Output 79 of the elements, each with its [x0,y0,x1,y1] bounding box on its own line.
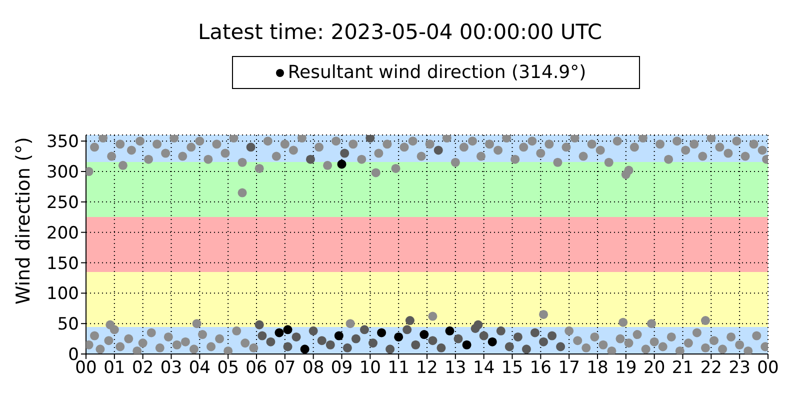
x-tick-label: 01 [104,358,126,378]
y-tick-label: 100 [46,284,79,304]
point [292,332,301,342]
x-tick-label: 13 [444,358,466,378]
x-tick-label: 08 [302,358,324,378]
x-tick-label: 15 [501,358,524,378]
x-tick-label: 05 [217,358,239,378]
point [258,331,267,340]
point [274,328,284,338]
point [411,340,420,350]
x-tick-label: 20 [644,358,666,378]
point [530,328,540,338]
point [342,343,352,352]
y-tick-label: 50 [57,314,79,335]
y-tick-label: 250 [46,192,79,213]
point [436,343,446,352]
y-tick-label: 150 [46,254,79,274]
point [454,334,463,344]
point [360,325,369,334]
point [317,336,326,346]
x-tick-label: 18 [586,358,608,378]
x-tick-label: 06 [246,358,268,378]
x-tick-label: 12 [416,358,438,378]
point [254,320,264,330]
y-tick-label: 200 [46,223,79,244]
x-tick-label: 21 [672,358,694,378]
point [548,331,557,340]
x-tick-label: 14 [473,358,495,378]
x-tick-label: 02 [132,358,154,378]
point [513,332,522,342]
point [420,330,429,340]
point [474,320,483,330]
point [556,342,566,352]
point [462,340,472,350]
x-tick-label: 04 [188,358,210,378]
x-tick-label: 10 [359,358,381,378]
point [368,338,378,348]
x-tick-label: 03 [160,358,182,378]
x-tick-label: 07 [274,358,296,378]
x-tick-label: 09 [330,358,353,378]
x-tick-label: 11 [388,358,410,378]
y-tick-label: 350 [46,132,79,152]
point [394,332,404,342]
point [366,135,375,143]
legend-label: Resultant wind direction (314.9°) [288,62,586,83]
point [538,337,548,346]
x-tick-label: 00 [757,358,779,378]
point [351,334,360,344]
point [266,337,276,346]
point [402,325,412,334]
point [283,342,292,352]
x-tick-label: 22 [700,358,722,378]
point [340,148,350,158]
x-tick-label: 17 [558,358,580,378]
point [428,336,438,346]
y-tick-label: 300 [46,162,79,183]
point [479,331,488,340]
point [377,328,386,338]
point [445,326,454,336]
chart-title: Latest time: 2023-05-04 00:00:00 UTC [196,20,604,44]
point [326,340,335,350]
point [504,342,514,352]
point [386,344,395,354]
point [522,344,531,354]
x-tick-label: 16 [530,358,552,378]
point [283,325,292,334]
point [496,326,506,336]
x-tick-label: 19 [615,358,637,378]
point [434,146,443,155]
y-axis-title: Wind direction (°) [12,137,35,304]
point [246,142,256,152]
point [337,160,346,169]
point [300,344,310,354]
point [308,326,318,336]
point [306,154,316,164]
point [334,331,344,340]
x-tick-label: 23 [728,358,750,378]
point [488,337,497,346]
point [405,316,414,326]
